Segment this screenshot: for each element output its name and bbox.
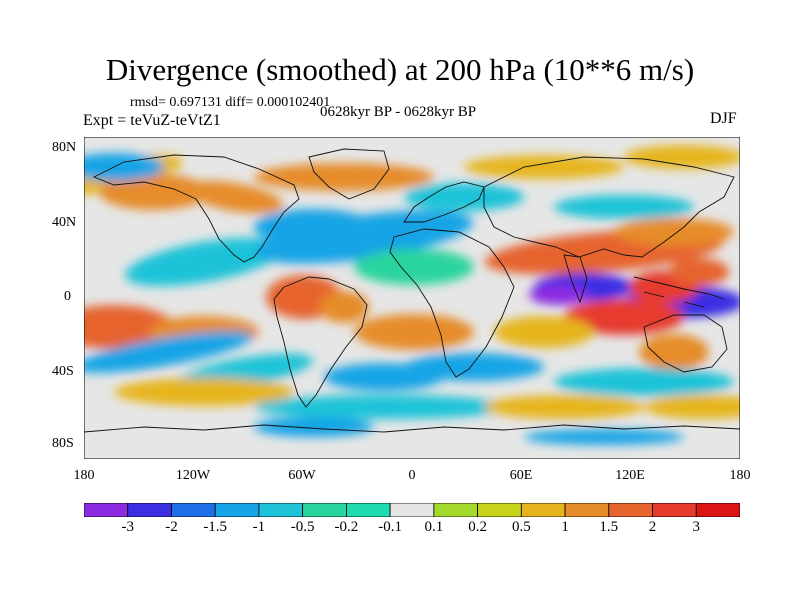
divergence-contour-region [99, 174, 209, 210]
colorbar-tick-label: 0.5 [511, 519, 531, 535]
divergence-contour-region [324, 363, 444, 391]
divergence-contour-region [639, 334, 709, 370]
divergence-map [84, 137, 740, 459]
divergence-contour-region [254, 163, 434, 191]
colorbar-tick-label: -1.5 [203, 519, 228, 535]
colorbar-swatch [433, 503, 478, 517]
colorbar-tick-label: 0.2 [468, 519, 487, 535]
lon-label-60w: 60W [288, 468, 316, 483]
divergence-contour-region [554, 368, 734, 396]
colorbar-tick-label: -0.5 [290, 519, 315, 535]
coast-maritime [633, 276, 725, 308]
divergence-contour-region [125, 237, 283, 287]
colorbar-swatch [652, 503, 697, 517]
divergence-contour-region [254, 395, 514, 419]
coast-asia [483, 156, 735, 258]
divergence-contour-region [529, 285, 589, 305]
colorbar-swatch [345, 503, 391, 517]
lat-label-40s: 40S [52, 364, 74, 379]
coast-africa [389, 228, 515, 378]
coast-australia [643, 314, 728, 373]
divergence-contour-region [494, 316, 594, 348]
lat-label-40n: 40N [52, 215, 77, 230]
colorbar-tick-label: 1 [561, 519, 569, 535]
divergence-contour-region [254, 417, 374, 437]
colorbar-swatch [302, 503, 347, 517]
colorbar-tick-label: -2 [165, 519, 178, 535]
lon-label-120e: 120E [615, 468, 645, 483]
colorbar [84, 503, 740, 517]
divergence-contour-region [484, 395, 644, 419]
lat-label-80n: 80N [52, 140, 77, 155]
colorbar-swatch [171, 503, 216, 517]
experiment-label: Expt = teVuZ-teVtZ1 [83, 112, 221, 129]
colorbar-swatch [214, 503, 260, 517]
colorbar-swatch [84, 503, 129, 517]
coast-north-america [92, 154, 300, 263]
colorbar-swatch [127, 503, 172, 517]
colorbar-tick-label: -0.1 [378, 519, 402, 535]
coast-south-america [273, 276, 368, 408]
divergence-contour-region [319, 291, 369, 323]
colorbar-tick-label: 2 [648, 519, 657, 535]
divergence-contour-region [644, 395, 740, 419]
colorbar-swatch [258, 503, 304, 517]
divergence-contour-region [624, 145, 740, 169]
colorbar-tick-label: 0.1 [424, 519, 444, 535]
colorbar-tick-label: 3 [692, 519, 701, 535]
colorbar-swatch [564, 503, 610, 517]
colorbar-tick-label: -1 [252, 519, 266, 535]
coast-greenland [308, 148, 390, 200]
colorbar-swatch [695, 503, 740, 517]
lon-label-0: 0 [408, 468, 416, 483]
lon-label-180w: 180 [73, 468, 95, 483]
period-label: 0628kyr BP - 0628kyr BP [320, 104, 477, 120]
lat-label-0: 0 [64, 289, 71, 304]
plot-title: Divergence (smoothed) at 200 hPa (10**6 … [105, 52, 695, 87]
divergence-contour-region [255, 210, 473, 264]
lon-label-180e: 180 [729, 468, 751, 483]
divergence-contour-region [354, 249, 474, 285]
lon-label-120w: 120W [175, 468, 211, 483]
lon-label-60e: 60E [509, 468, 533, 483]
divergence-contour-region [669, 258, 729, 286]
colorbar-swatch [389, 503, 435, 517]
divergence-contour-region [114, 378, 294, 406]
colorbar-swatch [608, 503, 653, 517]
divergence-contour-region [84, 305, 174, 349]
divergence-contour-region [354, 314, 474, 350]
colorbar-swatch [477, 503, 522, 517]
coast-antarctica [84, 424, 740, 433]
divergence-contour-region [564, 299, 684, 335]
lat-label-80s: 80S [52, 436, 74, 451]
colorbar-tick-label: -0.2 [334, 519, 359, 535]
divergence-contour-region [614, 218, 734, 246]
divergence-contour-region [554, 195, 694, 219]
colorbar-tick-label: 1.5 [599, 519, 619, 535]
divergence-contour-region [464, 155, 624, 179]
stats-label: rmsd= 0.697131 diff= 0.000102401 [130, 95, 331, 110]
divergence-contour-region [404, 183, 524, 211]
coastlines [84, 148, 740, 433]
divergence-contour-region [184, 180, 284, 214]
coast-india [563, 254, 588, 304]
divergence-field [84, 145, 740, 445]
divergence-contour-region [524, 429, 684, 445]
colorbar-swatch [520, 503, 566, 517]
season-label: DJF [710, 110, 737, 127]
colorbar-tick-label: -3 [121, 519, 134, 535]
divergence-contour-region [84, 331, 253, 373]
divergence-contour-region [84, 153, 164, 181]
